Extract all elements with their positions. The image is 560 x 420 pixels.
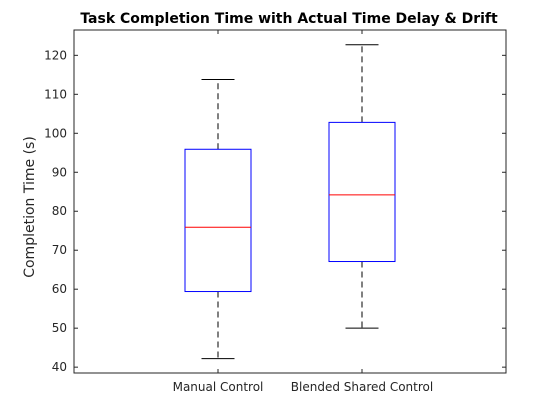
y-tick-label-40: 40	[52, 360, 67, 374]
box-0	[184, 148, 252, 293]
axes-frame	[73, 29, 507, 374]
y-axis-label: Completion Time (s)	[22, 136, 38, 278]
y-tick-label-100: 100	[44, 126, 67, 140]
y-tick-label-80: 80	[52, 204, 67, 218]
x-tick-label-1: Blended Shared Control	[291, 380, 433, 394]
y-tick-label-90: 90	[52, 165, 67, 179]
x-tick-label-0: Manual Control	[173, 380, 264, 394]
y-tick-label-70: 70	[52, 243, 67, 257]
plot-area: 40 50 60 70 80 90 100 110 120 Manual Control Blend…	[44, 29, 507, 394]
chart-title: Task Completion Time with Actual Time De…	[80, 11, 498, 27]
y-tick-label-120: 120	[44, 48, 67, 62]
y-tick-label-50: 50	[52, 321, 67, 335]
y-tick-label-60: 60	[52, 282, 67, 296]
y-tick-label-110: 110	[44, 87, 67, 101]
box-1	[328, 121, 396, 263]
